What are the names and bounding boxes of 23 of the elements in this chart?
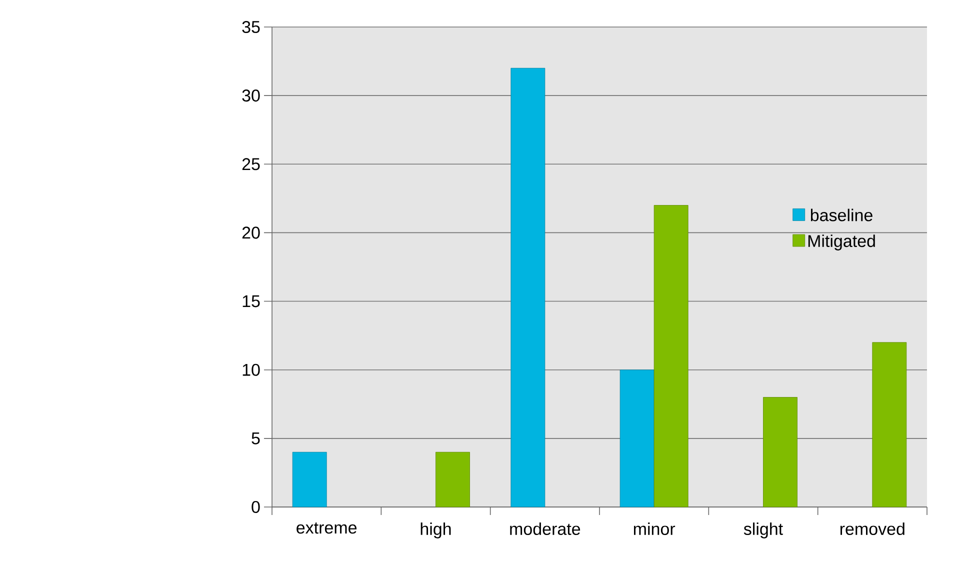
x-tick-label: high: [420, 522, 451, 538]
bar: [654, 205, 688, 508]
y-tick-label: 15: [242, 295, 260, 308]
bar: [436, 452, 470, 508]
bar: [763, 397, 798, 508]
y-tick-label: 5: [252, 432, 260, 444]
y-tick-label: 35: [242, 20, 260, 34]
legend-label: baseline: [810, 208, 872, 222]
x-tick-label: slight: [744, 522, 783, 538]
bar: [872, 342, 907, 508]
bar: [292, 452, 327, 508]
x-tick-label: minor: [634, 522, 676, 536]
y-tick-label: 0: [252, 500, 260, 514]
y-tick-label: 25: [242, 158, 260, 170]
legend-label: Mitigated: [808, 234, 875, 250]
x-tick-label: removed: [840, 522, 904, 536]
bar: [620, 370, 654, 508]
y-tick-label: 10: [242, 364, 260, 376]
x-tick-label: extreme: [296, 522, 357, 534]
y-tick-label: 20: [242, 226, 260, 239]
bar: [510, 68, 546, 508]
y-tick-label: 30: [242, 90, 260, 102]
x-tick-label: moderate: [510, 522, 580, 536]
